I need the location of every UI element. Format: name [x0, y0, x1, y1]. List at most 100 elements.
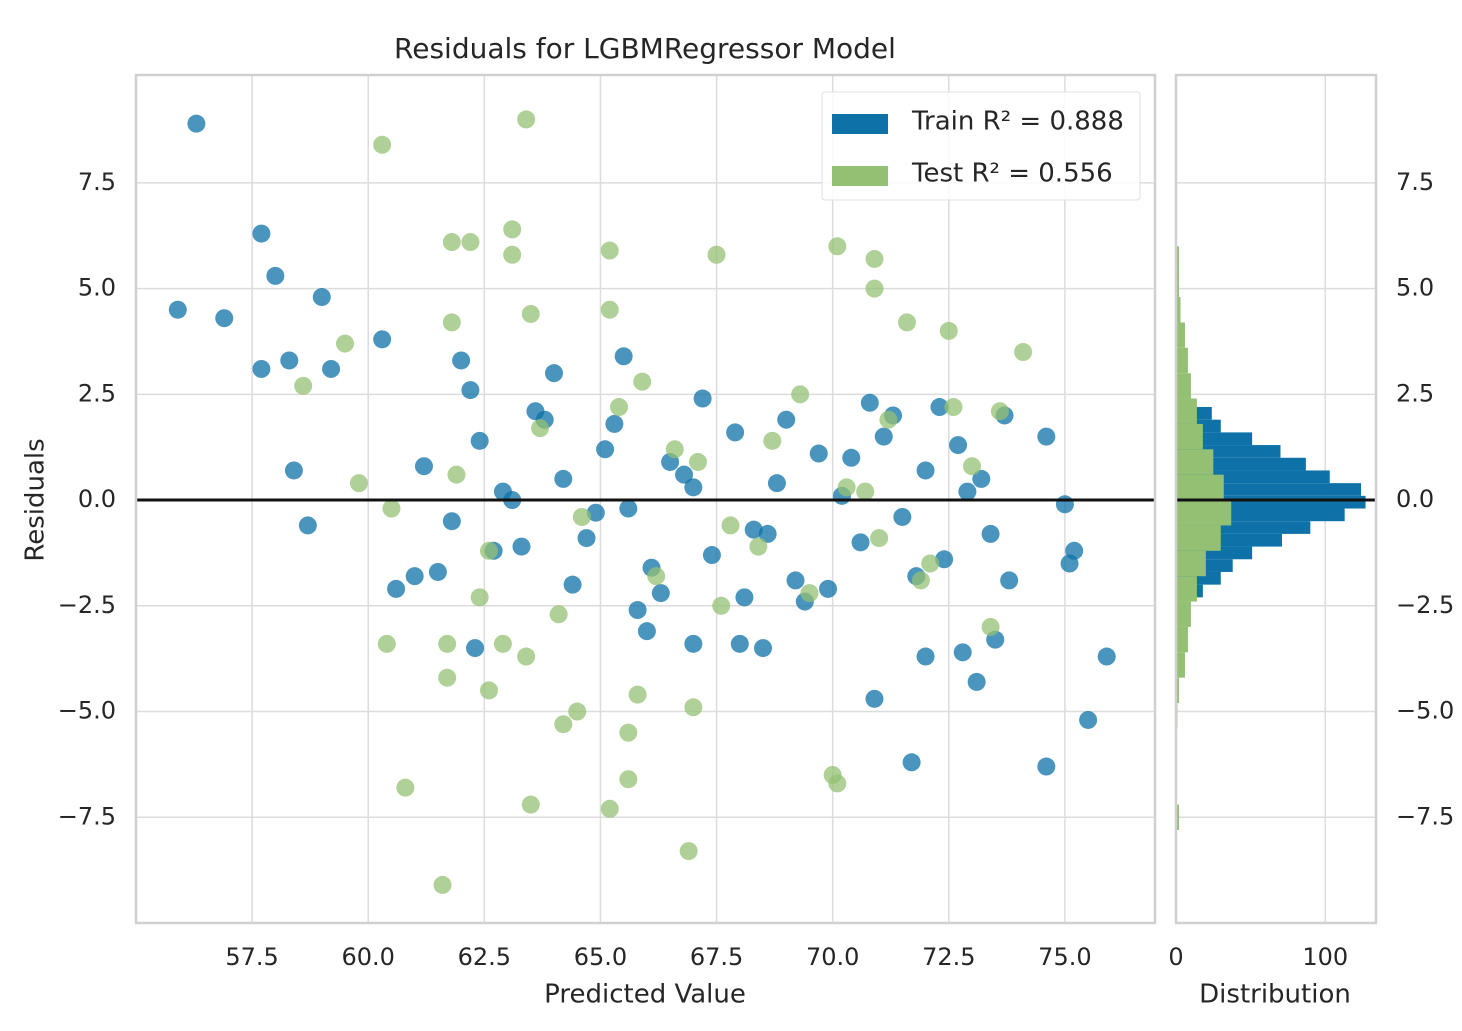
point: [921, 554, 940, 573]
point: [786, 571, 805, 590]
point: [387, 579, 406, 598]
hist-bar: [1176, 804, 1179, 830]
point: [349, 474, 368, 493]
x-tick-label: 72.5: [922, 943, 975, 971]
point: [860, 393, 879, 412]
point: [554, 715, 573, 734]
point: [628, 601, 647, 620]
point: [280, 351, 299, 370]
y-tick-label: −7.5: [58, 802, 116, 830]
point: [963, 457, 982, 476]
point: [967, 672, 986, 691]
point: [442, 313, 461, 332]
point: [851, 533, 870, 552]
hist-bar: [1176, 500, 1232, 526]
point: [336, 334, 355, 353]
point: [800, 584, 819, 603]
point: [809, 444, 828, 463]
point: [517, 110, 536, 129]
point: [1097, 647, 1116, 666]
points: [168, 110, 1116, 894]
x-tick-label: 67.5: [690, 943, 743, 971]
point: [842, 448, 861, 467]
point: [856, 482, 875, 501]
plot-frame: [1174, 73, 1378, 925]
point: [600, 241, 619, 260]
point: [619, 770, 638, 789]
y-tick-label: 7.5: [1396, 168, 1434, 196]
point: [521, 795, 540, 814]
x-tick-label: 57.5: [225, 943, 278, 971]
point: [503, 220, 522, 239]
point: [452, 351, 471, 370]
point: [874, 427, 893, 446]
point: [605, 414, 624, 433]
point: [637, 622, 656, 641]
y-tick-label: 0.0: [78, 485, 116, 513]
point: [633, 372, 652, 391]
hist-bar: [1176, 677, 1179, 704]
point: [763, 431, 782, 450]
point: [684, 698, 703, 717]
point: [461, 233, 480, 252]
hist-bar: [1176, 626, 1188, 653]
point: [777, 410, 796, 429]
point: [688, 452, 707, 471]
point: [312, 288, 331, 307]
point: [990, 402, 1009, 421]
point: [549, 605, 568, 624]
point: [949, 436, 968, 455]
point: [1014, 343, 1033, 362]
point: [382, 499, 401, 518]
y-tick-label: −2.5: [1396, 591, 1454, 619]
point: [944, 398, 963, 417]
hist-bar: [1176, 271, 1179, 298]
point: [596, 440, 615, 459]
point: [619, 499, 638, 518]
point: [610, 398, 629, 417]
point: [647, 567, 666, 586]
point: [897, 313, 916, 332]
point: [479, 681, 498, 700]
point: [791, 385, 810, 404]
point: [438, 668, 457, 687]
point: [679, 842, 698, 861]
point: [1060, 554, 1079, 573]
point: [586, 503, 605, 522]
x-tick-label: 100: [1302, 943, 1348, 971]
point: [572, 507, 591, 526]
point: [322, 359, 341, 378]
point: [865, 689, 884, 708]
point: [712, 596, 731, 615]
point: [600, 799, 619, 818]
legend-label: Train R² = 0.888: [911, 107, 1124, 137]
hist-bar: [1176, 576, 1197, 602]
point: [893, 507, 912, 526]
hist-bar: [1176, 246, 1179, 272]
hist-bar: [1176, 652, 1185, 678]
point: [442, 512, 461, 531]
point: [563, 575, 582, 594]
x-tick-label: 0: [1168, 943, 1183, 971]
point: [902, 753, 921, 772]
x-tick-label: 75.0: [1038, 943, 1091, 971]
point: [865, 249, 884, 268]
x-tick-label: 70.0: [806, 943, 859, 971]
point: [1079, 710, 1098, 729]
point: [512, 537, 531, 556]
point: [252, 359, 271, 378]
point: [981, 617, 1000, 636]
point: [651, 584, 670, 603]
hist-x-axis-label: Distribution: [1199, 980, 1351, 1010]
y-tick-label: −7.5: [1396, 802, 1454, 830]
point: [749, 537, 768, 556]
point: [215, 309, 234, 328]
chart-title: Residuals for LGBMRegressor Model: [394, 32, 896, 65]
y-tick-label: 5.0: [78, 274, 116, 302]
point: [911, 571, 930, 590]
y-tick-label: 2.5: [1396, 379, 1434, 407]
hist-bar: [1176, 398, 1197, 424]
point: [972, 469, 991, 488]
point: [1037, 757, 1056, 776]
point: [870, 529, 889, 548]
